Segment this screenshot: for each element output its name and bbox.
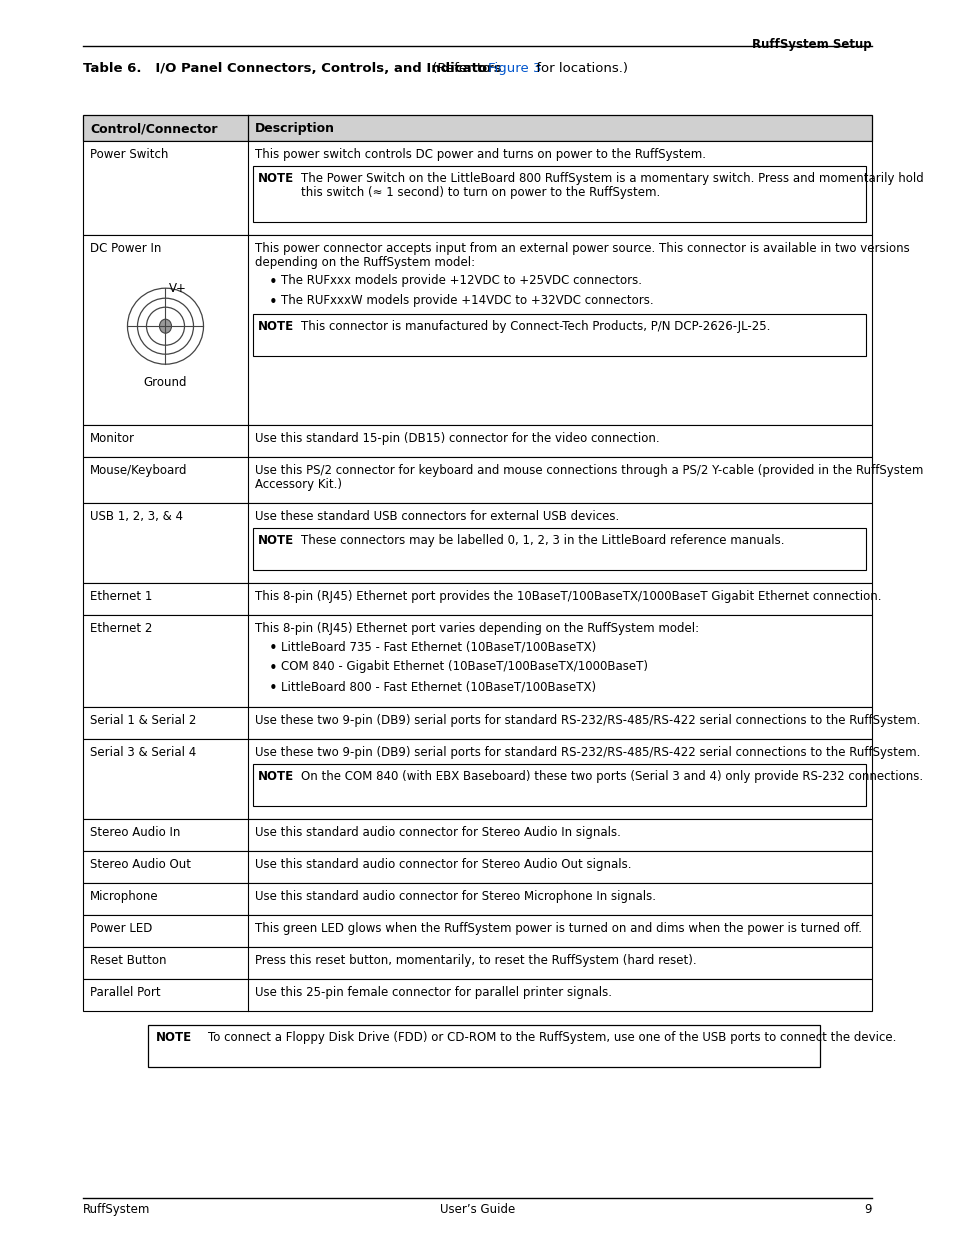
- Text: Use this standard audio connector for Stereo Microphone In signals.: Use this standard audio connector for St…: [254, 890, 656, 903]
- Text: •: •: [269, 295, 277, 310]
- Bar: [83, 979, 871, 1011]
- Text: Serial 3 & Serial 4: Serial 3 & Serial 4: [90, 746, 196, 760]
- Bar: [148, 1025, 820, 1067]
- Text: NOTE: NOTE: [156, 1031, 192, 1044]
- Text: Monitor: Monitor: [90, 432, 135, 445]
- Text: Ground: Ground: [144, 377, 187, 389]
- Text: RuffSystem Setup: RuffSystem Setup: [752, 38, 871, 51]
- Bar: [83, 503, 871, 583]
- Bar: [83, 115, 871, 141]
- Text: Control/Connector: Control/Connector: [90, 122, 217, 135]
- Text: On the COM 840 (with EBX Baseboard) these two ports (Serial 3 and 4) only provid: On the COM 840 (with EBX Baseboard) thes…: [301, 769, 923, 783]
- Text: Press this reset button, momentarily, to reset the RuffSystem (hard reset).: Press this reset button, momentarily, to…: [254, 953, 696, 967]
- Bar: [253, 764, 865, 806]
- Bar: [83, 457, 871, 503]
- Bar: [83, 739, 871, 819]
- Ellipse shape: [159, 319, 172, 333]
- Text: Accessory Kit.): Accessory Kit.): [254, 478, 341, 492]
- Bar: [253, 529, 865, 571]
- Bar: [83, 819, 871, 851]
- Text: for locations.): for locations.): [532, 62, 628, 75]
- Text: Serial 1 & Serial 2: Serial 1 & Serial 2: [90, 714, 196, 727]
- Text: Power Switch: Power Switch: [90, 148, 168, 161]
- Text: Ethernet 1: Ethernet 1: [90, 590, 152, 603]
- Text: Stereo Audio In: Stereo Audio In: [90, 826, 180, 839]
- Text: •: •: [269, 275, 277, 290]
- Text: The RUFxxx models provide +12VDC to +25VDC connectors.: The RUFxxx models provide +12VDC to +25V…: [281, 274, 641, 287]
- Text: •: •: [269, 641, 277, 656]
- Text: Use this PS/2 connector for keyboard and mouse connections through a PS/2 Y-cabl: Use this PS/2 connector for keyboard and…: [254, 464, 923, 477]
- Bar: [83, 706, 871, 739]
- Text: Use these standard USB connectors for external USB devices.: Use these standard USB connectors for ex…: [254, 510, 618, 522]
- Text: Reset Button: Reset Button: [90, 953, 167, 967]
- Text: This 8-pin (RJ45) Ethernet port varies depending on the RuffSystem model:: This 8-pin (RJ45) Ethernet port varies d…: [254, 622, 699, 635]
- Text: Microphone: Microphone: [90, 890, 158, 903]
- Text: NOTE: NOTE: [257, 172, 294, 185]
- Bar: [83, 947, 871, 979]
- Bar: [83, 851, 871, 883]
- Text: RuffSystem: RuffSystem: [83, 1203, 151, 1216]
- Text: Use this standard 15-pin (DB15) connector for the video connection.: Use this standard 15-pin (DB15) connecto…: [254, 432, 659, 445]
- Text: NOTE: NOTE: [257, 320, 294, 333]
- Text: Ethernet 2: Ethernet 2: [90, 622, 152, 635]
- Bar: [83, 583, 871, 615]
- Text: Description: Description: [254, 122, 335, 135]
- Bar: [83, 425, 871, 457]
- Text: •: •: [269, 661, 277, 676]
- Bar: [83, 235, 871, 425]
- Text: User’s Guide: User’s Guide: [439, 1203, 515, 1216]
- Bar: [253, 314, 865, 356]
- Text: To connect a Floppy Disk Drive (FDD) or CD-ROM to the RuffSystem, use one of the: To connect a Floppy Disk Drive (FDD) or …: [208, 1031, 896, 1044]
- Text: LittleBoard 800 - Fast Ethernet (10BaseT/100BaseTX): LittleBoard 800 - Fast Ethernet (10BaseT…: [281, 680, 596, 693]
- Text: NOTE: NOTE: [257, 534, 294, 547]
- Text: This power switch controls DC power and turns on power to the RuffSystem.: This power switch controls DC power and …: [254, 148, 705, 161]
- Text: LittleBoard 735 - Fast Ethernet (10BaseT/100BaseTX): LittleBoard 735 - Fast Ethernet (10BaseT…: [281, 640, 596, 653]
- Text: Mouse/Keyboard: Mouse/Keyboard: [90, 464, 188, 477]
- Text: Use this standard audio connector for Stereo Audio Out signals.: Use this standard audio connector for St…: [254, 858, 631, 871]
- Text: •: •: [269, 680, 277, 697]
- Text: depending on the RuffSystem model:: depending on the RuffSystem model:: [254, 256, 475, 269]
- Text: (Refer to: (Refer to: [427, 62, 494, 75]
- Bar: [83, 915, 871, 947]
- Text: COM 840 - Gigabit Ethernet (10BaseT/100BaseTX/1000BaseT): COM 840 - Gigabit Ethernet (10BaseT/100B…: [281, 659, 647, 673]
- Bar: [253, 165, 865, 222]
- Text: 9: 9: [863, 1203, 871, 1216]
- Text: Parallel Port: Parallel Port: [90, 986, 160, 999]
- Text: Figure 3: Figure 3: [488, 62, 541, 75]
- Text: This 8-pin (RJ45) Ethernet port provides the 10BaseT/100BaseTX/1000BaseT Gigabit: This 8-pin (RJ45) Ethernet port provides…: [254, 590, 881, 603]
- Text: USB 1, 2, 3, & 4: USB 1, 2, 3, & 4: [90, 510, 183, 522]
- Text: V+: V+: [169, 283, 186, 295]
- Bar: [83, 141, 871, 235]
- Text: this switch (≈ 1 second) to turn on power to the RuffSystem.: this switch (≈ 1 second) to turn on powe…: [301, 186, 659, 199]
- Text: Table 6.   I/O Panel Connectors, Controls, and Indicators: Table 6. I/O Panel Connectors, Controls,…: [83, 62, 501, 75]
- Text: Use these two 9-pin (DB9) serial ports for standard RS-232/RS-485/RS-422 serial : Use these two 9-pin (DB9) serial ports f…: [254, 714, 920, 727]
- Text: The RUFxxxW models provide +14VDC to +32VDC connectors.: The RUFxxxW models provide +14VDC to +32…: [281, 294, 653, 308]
- Text: These connectors may be labelled 0, 1, 2, 3 in the LittleBoard reference manuals: These connectors may be labelled 0, 1, 2…: [301, 534, 783, 547]
- Text: Use this 25-pin female connector for parallel printer signals.: Use this 25-pin female connector for par…: [254, 986, 612, 999]
- Text: Stereo Audio Out: Stereo Audio Out: [90, 858, 191, 871]
- Text: This power connector accepts input from an external power source. This connector: This power connector accepts input from …: [254, 242, 909, 254]
- Text: This green LED glows when the RuffSystem power is turned on and dims when the po: This green LED glows when the RuffSystem…: [254, 923, 862, 935]
- Text: DC Power In: DC Power In: [90, 242, 161, 254]
- Text: The Power Switch on the LittleBoard 800 RuffSystem is a momentary switch. Press : The Power Switch on the LittleBoard 800 …: [301, 172, 923, 185]
- Text: Use this standard audio connector for Stereo Audio In signals.: Use this standard audio connector for St…: [254, 826, 620, 839]
- Bar: [83, 615, 871, 706]
- Bar: [83, 883, 871, 915]
- Text: Use these two 9-pin (DB9) serial ports for standard RS-232/RS-485/RS-422 serial : Use these two 9-pin (DB9) serial ports f…: [254, 746, 920, 760]
- Text: NOTE: NOTE: [257, 769, 294, 783]
- Text: This connector is manufactured by Connect-Tech Products, P/N DCP-2626-JL-25.: This connector is manufactured by Connec…: [301, 320, 770, 333]
- Text: Power LED: Power LED: [90, 923, 152, 935]
